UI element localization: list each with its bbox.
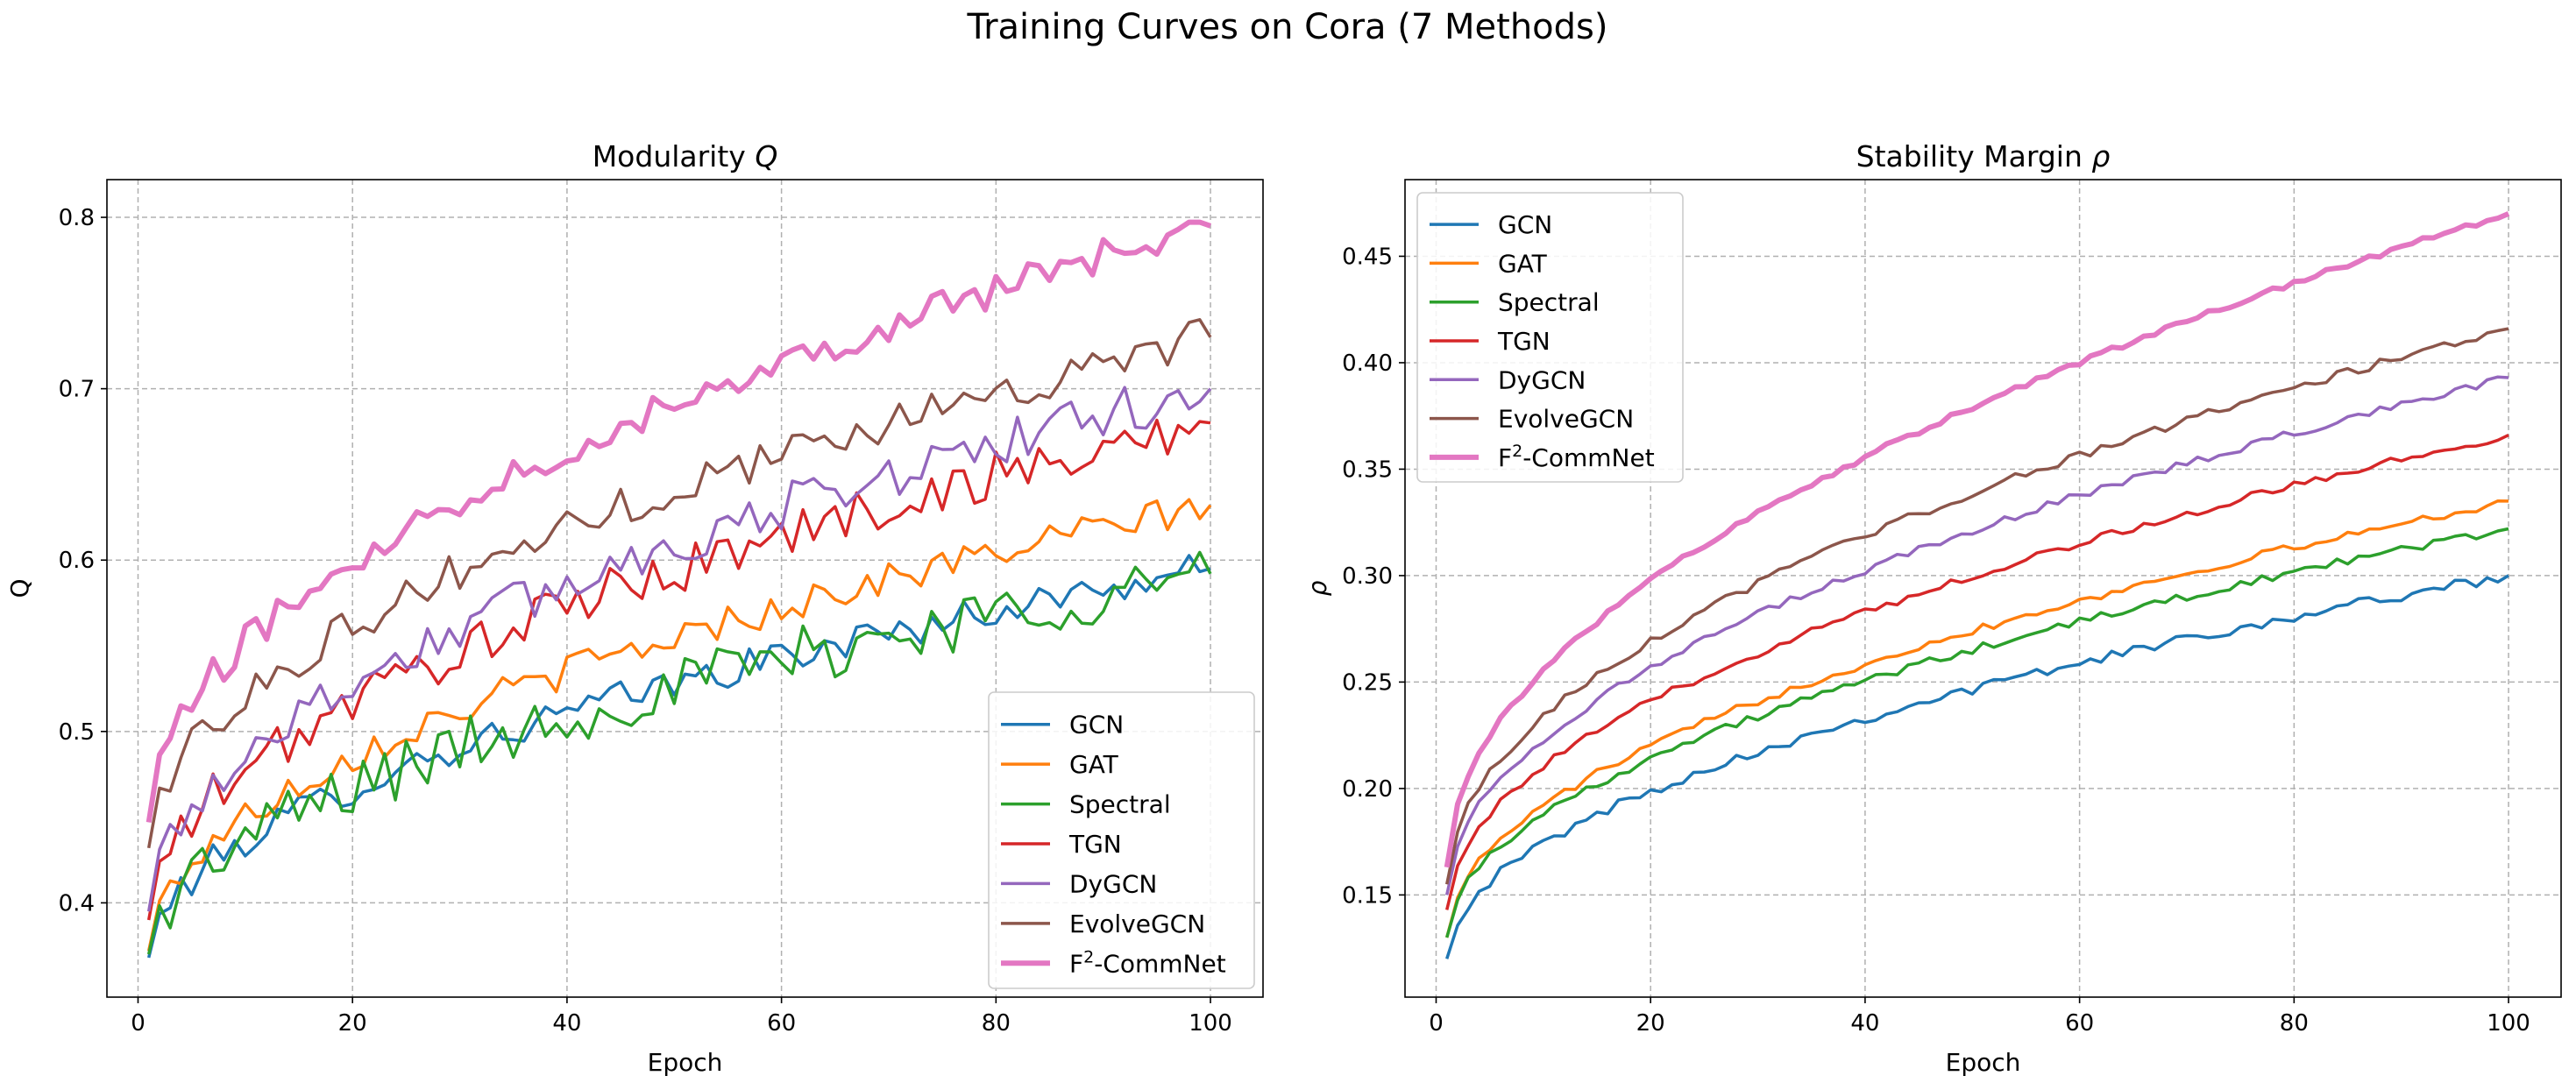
series-line-f-commnet — [1444, 211, 2510, 868]
legend: GCN GAT Spectral TGN DyGCN EvolveGCN F2-CommNe… — [988, 691, 1255, 989]
y-tick-label: 0.45 — [1342, 244, 1393, 270]
series-line-tgn — [146, 418, 1211, 921]
x-tick-label: 0 — [1429, 1010, 1444, 1037]
figure-title: Training Curves on Cora (7 Methods) — [967, 7, 1608, 47]
legend-label: GCN — [1498, 210, 1552, 239]
legend-label: EvolveGCN — [1498, 405, 1634, 434]
legend-label: Spectral — [1069, 790, 1171, 819]
modularity-chart: Modularity Q 0 20 40 60 80 100 0.4 0.5 0.6 0.7 0.8 E… — [5, 139, 1264, 1077]
stability-chart: Stability Margin ρ 0 20 40 60 80 100 0.15 0.20 0.… — [1303, 139, 2562, 1077]
legend-label: Spectral — [1498, 288, 1600, 317]
y-axis-label: Q — [5, 578, 34, 598]
legend-label: TGN — [1068, 830, 1122, 859]
legend-label: GAT — [1069, 750, 1119, 779]
series-line-gcn — [1445, 574, 2509, 959]
series-line-evolvegcn — [146, 318, 1212, 849]
legend-label: GCN — [1069, 711, 1124, 740]
y-tick-label: 0.7 — [59, 377, 95, 403]
axes-frame — [106, 179, 1264, 998]
x-tick-label: 60 — [2065, 1010, 2094, 1037]
y-tick-label: 0.6 — [59, 548, 95, 574]
legend-box — [1416, 192, 1684, 483]
legend-label: DyGCN — [1498, 365, 1586, 394]
x-axis-label: Epoch — [1946, 1048, 2021, 1077]
y-tick-label: 0.25 — [1342, 669, 1393, 696]
series-line-tgn — [1445, 434, 2509, 910]
y-tick-label: 0.35 — [1342, 457, 1393, 483]
legend-label: F2-CommNet — [1069, 947, 1226, 978]
y-tick-label: 0.4 — [59, 890, 95, 917]
y-tick-label: 0.8 — [59, 205, 95, 231]
chart-title: Stability Margin ρ — [1856, 139, 2111, 173]
y-tick-label: 0.15 — [1342, 882, 1393, 909]
y-tick-label: 0.30 — [1342, 563, 1393, 590]
series-line-gat — [146, 498, 1212, 952]
x-tick-label: 100 — [2487, 1010, 2530, 1037]
x-tick-label: 40 — [1850, 1010, 1879, 1037]
series-line-dygcn — [146, 386, 1212, 912]
legend-label: DyGCN — [1069, 869, 1157, 898]
legend-label: GAT — [1498, 249, 1548, 278]
y-axis-label: ρ — [1303, 580, 1332, 596]
legend-label: TGN — [1497, 327, 1551, 356]
x-axis-label: Epoch — [648, 1048, 723, 1077]
y-tick-label: 0.20 — [1342, 776, 1393, 803]
x-tick-label: 100 — [1189, 1010, 1232, 1037]
y-tick-label: 0.5 — [59, 719, 95, 746]
x-tick-label: 60 — [767, 1010, 796, 1037]
legend-label: F2-CommNet — [1498, 442, 1655, 472]
x-tick-label: 40 — [552, 1010, 581, 1037]
x-tick-label: 80 — [2280, 1010, 2309, 1037]
x-tick-label: 20 — [338, 1010, 367, 1037]
series-line-dygcn — [1444, 375, 2509, 895]
axes-frame — [1404, 179, 2562, 998]
series-line-evolvegcn — [1444, 327, 2509, 885]
series-line-gat — [1445, 499, 2509, 938]
x-tick-label: 0 — [131, 1010, 145, 1037]
y-tick-label: 0.40 — [1342, 350, 1393, 377]
legend-label: EvolveGCN — [1069, 910, 1205, 938]
x-tick-label: 80 — [982, 1010, 1011, 1037]
legend-box — [988, 691, 1255, 989]
chart-title: Modularity Q — [593, 139, 778, 173]
series-line-spectral — [146, 550, 1212, 955]
series-line-f-commnet — [145, 219, 1211, 823]
series-line-spectral — [1445, 527, 2509, 938]
x-tick-label: 20 — [1636, 1010, 1665, 1037]
legend: GCN GAT Spectral TGN DyGCN EvolveGCN F2-CommNe… — [1416, 192, 1684, 483]
